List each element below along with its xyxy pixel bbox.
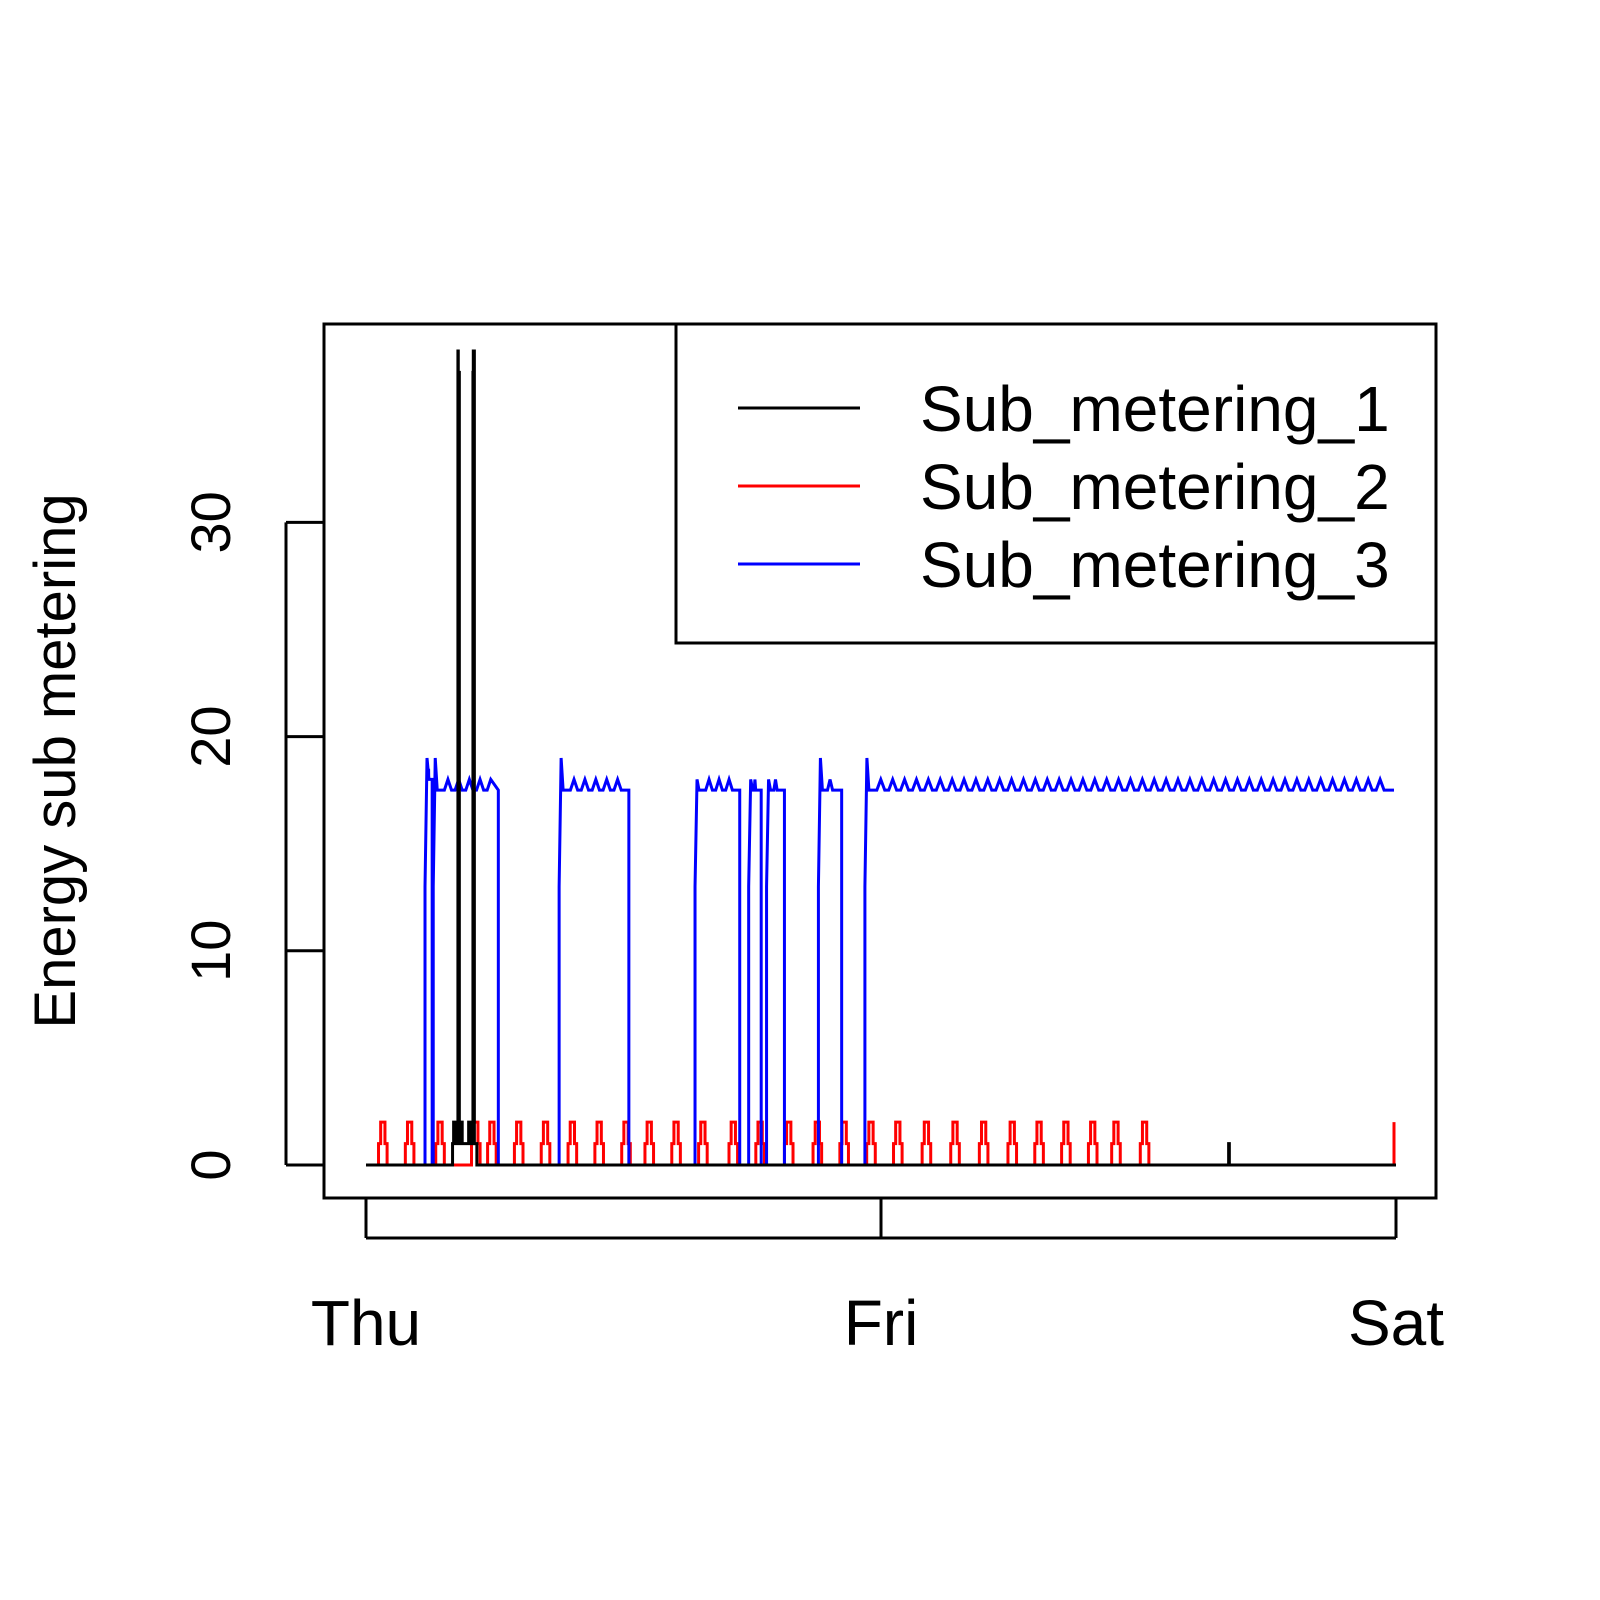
legend-label: Sub_metering_1	[920, 373, 1390, 445]
x-tick-label: Thu	[311, 1287, 421, 1359]
y-tick-label: 0	[179, 1149, 242, 1180]
y-tick-label: 30	[179, 491, 242, 553]
y-tick-label: 10	[179, 920, 242, 982]
y-axis: 0 10 20 30	[179, 491, 324, 1181]
series-sub-metering-1-line	[366, 349, 1396, 1167]
legend-label: Sub_metering_2	[920, 451, 1390, 523]
x-axis: Thu Fri Sat	[311, 1198, 1444, 1359]
y-axis-label: Energy sub metering	[23, 493, 88, 1028]
plot-lines	[366, 349, 1396, 1167]
y-tick-label: 20	[179, 705, 242, 767]
legend-box	[674, 322, 1438, 645]
series-sub-metering-3-line	[366, 757, 1394, 1167]
legend-label: Sub_metering_3	[920, 529, 1390, 601]
legend: Sub_metering_1Sub_metering_2Sub_metering…	[674, 322, 1438, 645]
x-tick-label: Sat	[1348, 1287, 1444, 1359]
legend-items: Sub_metering_1Sub_metering_2Sub_metering…	[738, 373, 1390, 601]
x-tick-label: Fri	[844, 1287, 919, 1359]
